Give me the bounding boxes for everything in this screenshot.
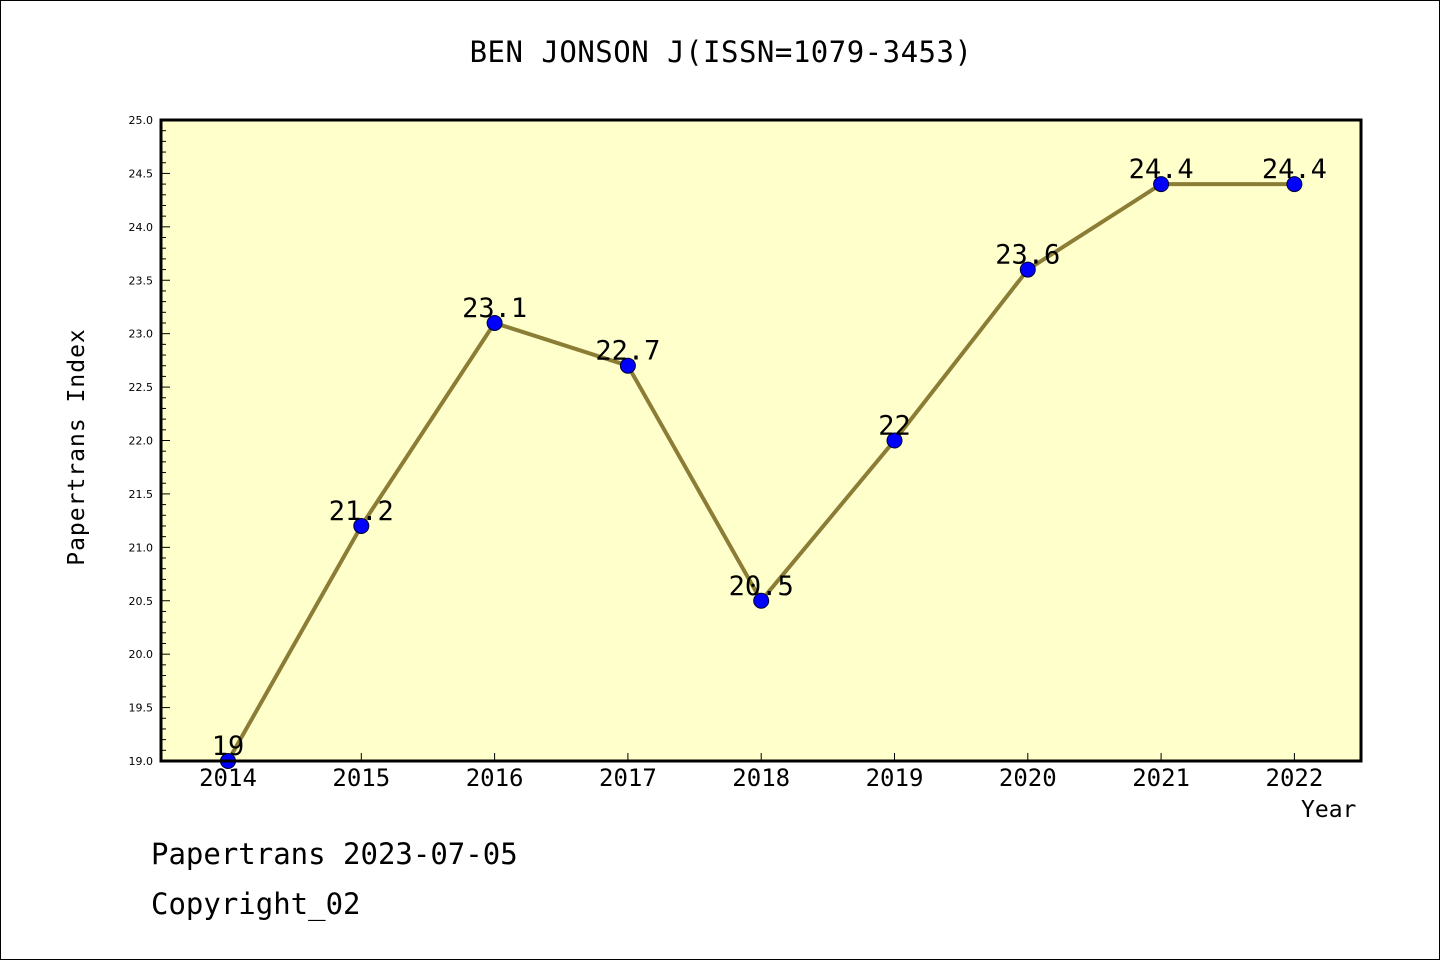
x-axis-label: Year	[1301, 797, 1357, 823]
data-label: 24.4	[1129, 154, 1194, 185]
y-tick-label: 23.5	[129, 274, 154, 287]
data-label: 22	[878, 411, 911, 442]
plot-area	[161, 120, 1361, 761]
y-tick-label: 24.5	[129, 167, 154, 180]
data-point-marker	[753, 592, 770, 609]
series-markers	[220, 176, 1303, 769]
data-label: 22.7	[595, 336, 660, 367]
footer-copyright: Copyright_02	[151, 887, 361, 921]
x-tick-label: 2016	[466, 764, 524, 792]
y-tick-label: 21.5	[129, 488, 154, 501]
data-label: 21.2	[329, 496, 394, 527]
x-tick-label: 2017	[599, 764, 657, 792]
y-tick-label: 24.0	[129, 221, 154, 234]
data-point-marker	[1153, 176, 1170, 193]
x-tick-label: 2015	[332, 764, 390, 792]
data-point-marker	[1019, 261, 1036, 278]
data-point-marker	[619, 357, 636, 374]
y-tick-label: 22.5	[129, 381, 154, 394]
x-tick-label: 2020	[999, 764, 1057, 792]
y-axis-tick-labels: 19.0 19.5 20.0 20.5 21.0 21.5 22.0 22.5 23.0 23.5…	[129, 114, 154, 768]
x-tick-label: 2021	[1132, 764, 1190, 792]
y-tick-label: 19.5	[129, 702, 154, 715]
y-tick-label: 21.0	[129, 541, 154, 554]
y-tick-label: 22.0	[129, 435, 154, 448]
data-label: 23.1	[462, 293, 527, 324]
x-tick-label: 2018	[732, 764, 790, 792]
data-point-marker	[1286, 176, 1303, 193]
y-tick-label: 20.0	[129, 648, 154, 661]
chart-title: BEN JONSON J(ISSN=1079-3453)	[469, 35, 973, 69]
data-label: 19	[212, 731, 245, 762]
data-point-marker	[353, 517, 370, 534]
data-labels: 19 21.2 23.1 22.7 20.5 22 23.6 24.4 24.4	[212, 154, 1327, 762]
y-tick-label: 19.0	[129, 755, 154, 768]
data-label: 20.5	[729, 571, 794, 602]
plot-frame	[159, 118, 1363, 763]
x-tick-label: 2022	[1266, 764, 1324, 792]
y-tick-label: 25.0	[129, 114, 154, 127]
y-tick-label: 23.0	[129, 328, 154, 341]
y-tick-label: 20.5	[129, 595, 154, 608]
x-axis-tick-labels: 2014 2015 2016 2017 2018 2019 2020 2021 2022	[199, 764, 1323, 792]
x-tick-label: 2019	[866, 764, 924, 792]
data-point-marker	[486, 314, 503, 331]
data-point-marker	[886, 432, 903, 449]
footer-date-line: Papertrans 2023-07-05	[151, 837, 518, 871]
data-label: 23.6	[995, 240, 1060, 271]
data-label: 24.4	[1262, 154, 1327, 185]
